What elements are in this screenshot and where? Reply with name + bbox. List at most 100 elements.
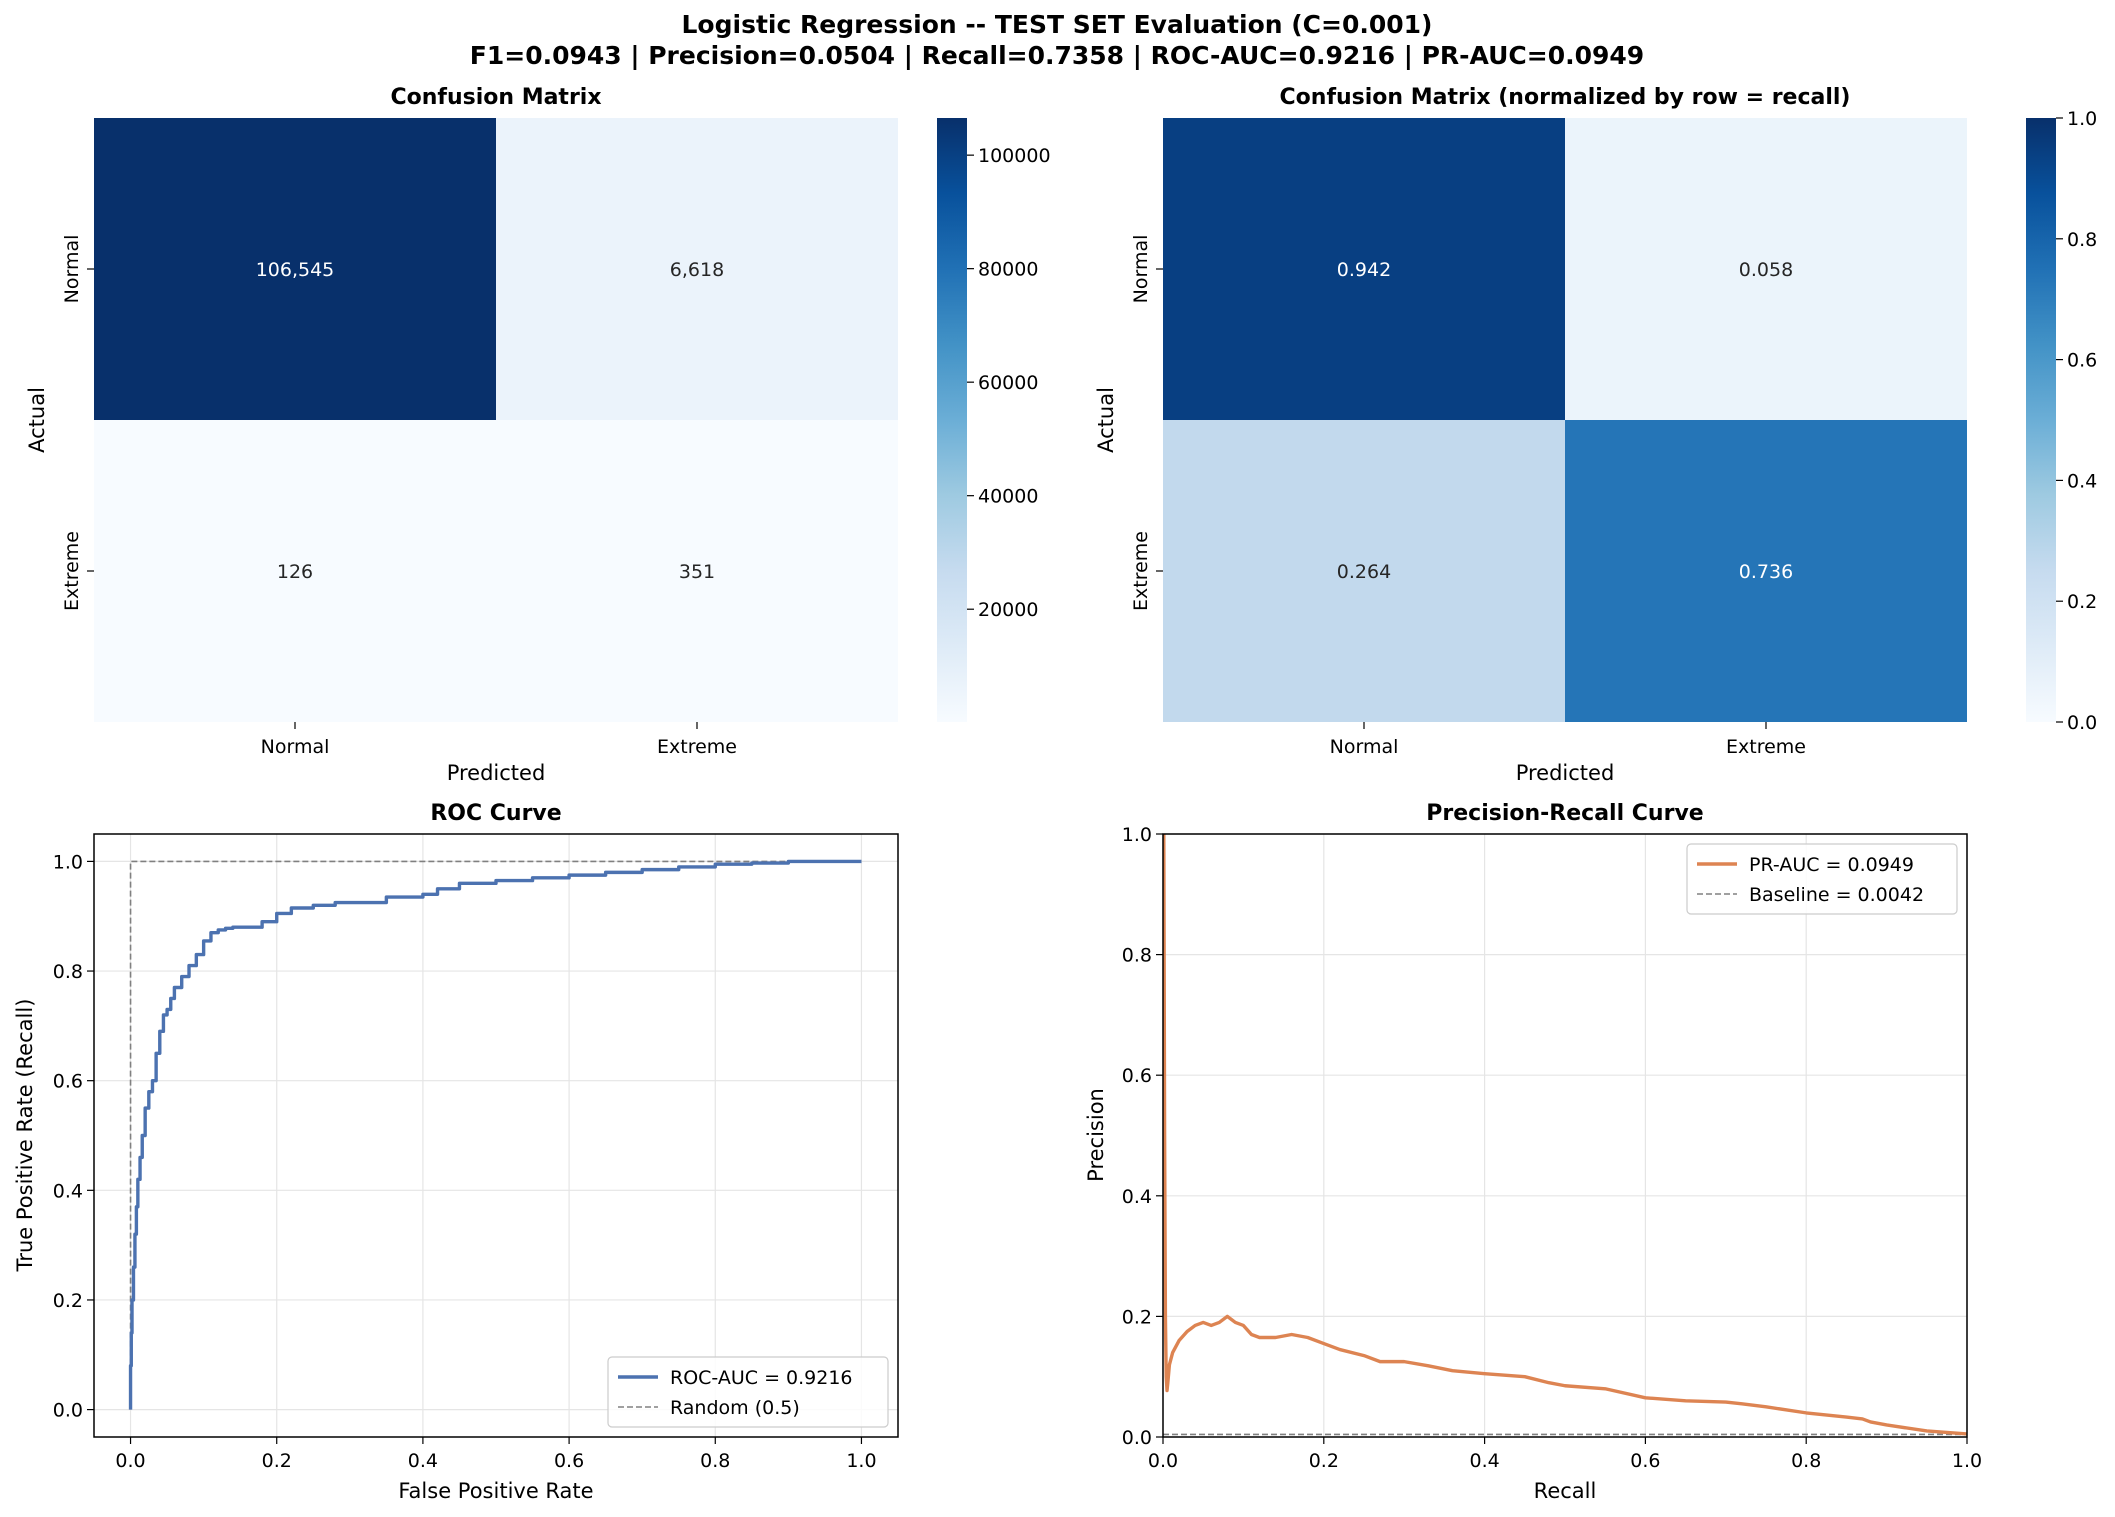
cm-title: Confusion Matrix: [390, 85, 601, 110]
pr-ytick-label: 0.4: [1122, 1186, 1152, 1208]
cm-cbar-tick-label: 40000: [978, 486, 1038, 508]
cm-cell-label-r1c1: 351: [679, 561, 715, 583]
roc-xtick-label: 0.6: [554, 1450, 584, 1472]
cm-xlabel: Predicted: [447, 761, 546, 785]
cmn-title: Confusion Matrix (normalized by row = re…: [1280, 85, 1851, 110]
roc-x-ticks: 0.0 0.2 0.4 0.6 0.8 1.0: [115, 1437, 877, 1472]
roc-series: [128, 859, 862, 1410]
cm-cbar-tick-label: 100000: [978, 145, 1051, 167]
normalized-confusion-matrix-panel: Confusion Matrix (normalized by row = re…: [1094, 85, 2097, 785]
pr-ytick-label: 0.6: [1122, 1065, 1152, 1087]
cm-xtick-label: Normal: [261, 736, 330, 758]
cm-cell-label-r1c0: 126: [277, 561, 313, 583]
roc-xtick-label: 1.0: [846, 1450, 876, 1472]
pr-series: [1163, 833, 1967, 1436]
roc-ytick-label: 0.8: [53, 961, 83, 983]
roc-ytick-label: 0.2: [53, 1290, 83, 1312]
pr-legend-label-baseline: Baseline = 0.0042: [1749, 884, 1924, 906]
roc-xlabel: False Positive Rate: [398, 1479, 593, 1503]
cm-cell-r1c0: [94, 420, 496, 722]
cm-cbar-tick-label: 80000: [978, 259, 1038, 281]
cmn-cbar-tick-label: 0.6: [2067, 350, 2097, 372]
cmn-x-ticks: Normal Extreme: [1330, 722, 1806, 758]
roc-panel: ROC Curve 0.0 0.2 0.4 0.6 0.8 1.0 0.0 0.2 0.4 0.…: [13, 801, 899, 1503]
cmn-cbar-tick-label: 1.0: [2067, 108, 2097, 130]
pr-ytick-label: 0.8: [1122, 945, 1152, 967]
pr-series-curve: [1163, 833, 1967, 1436]
cm-cbar-tick-label: 20000: [978, 599, 1038, 621]
pr-xtick-label: 0.2: [1309, 1450, 1339, 1472]
cmn-cell-label-r0c1: 0.058: [1739, 259, 1793, 281]
cmn-xlabel: Predicted: [1516, 761, 1615, 785]
cmn-cell-r0c0: [1163, 118, 1565, 420]
cmn-ytick-label: Extreme: [1130, 531, 1152, 611]
cmn-y-ticks: Normal Extreme: [1130, 235, 1163, 611]
cm-xtick-label: Extreme: [657, 736, 737, 758]
cmn-cell-r1c1: [1565, 420, 1967, 722]
roc-legend-label-curve: ROC-AUC = 0.9216: [670, 1367, 853, 1389]
roc-series-curve: [128, 859, 862, 1410]
pr-xtick-label: 1.0: [1952, 1450, 1982, 1472]
roc-ylabel: True Positive Rate (Recall): [13, 999, 37, 1273]
cm-cell-label-r0c0: 106,545: [256, 259, 335, 281]
pr-grid: [1162, 833, 1968, 1438]
roc-axes-frame: [93, 833, 899, 1438]
cmn-cbar-tick-label: 0.2: [2067, 591, 2097, 613]
confusion-matrix-panel: Confusion Matrix 106,545 6,618 126 351 Norm…: [25, 85, 1051, 785]
pr-xlabel: Recall: [1534, 1479, 1597, 1503]
roc-legend-label-random: Random (0.5): [670, 1397, 800, 1419]
cm-cell-label-r0c1: 6,618: [670, 259, 724, 281]
pr-panel: Precision-Recall Curve 0.0 0.2 0.4 0.6 0.8 1.…: [1084, 801, 1982, 1503]
roc-xtick-label: 0.0: [115, 1450, 145, 1472]
roc-ytick-label: 0.0: [53, 1400, 83, 1422]
roc-title: ROC Curve: [430, 801, 561, 826]
roc-grid: [94, 834, 898, 1437]
roc-ytick-label: 1.0: [53, 851, 83, 873]
roc-xtick-label: 0.4: [408, 1450, 438, 1472]
cmn-xtick-label: Extreme: [1726, 736, 1806, 758]
pr-ylabel: Precision: [1084, 1088, 1108, 1182]
cmn-ytick-label: Normal: [1130, 235, 1152, 304]
roc-series-reference: [129, 860, 862, 1410]
pr-legend-label-curve: PR-AUC = 0.0949: [1749, 854, 1914, 876]
cmn-cell-label-r1c1: 0.736: [1739, 561, 1793, 583]
pr-xtick-label: 0.8: [1791, 1450, 1821, 1472]
cm-cells: [94, 118, 898, 722]
cmn-cbar-tick-label: 0.4: [2067, 470, 2097, 492]
roc-xtick-label: 0.8: [700, 1450, 730, 1472]
pr-xtick-label: 0.0: [1148, 1450, 1178, 1472]
cm-annotations: 106,545 6,618 126 351: [256, 259, 724, 583]
cm-cell-r0c1: [496, 118, 898, 420]
pr-title: Precision-Recall Curve: [1426, 801, 1703, 826]
cm-x-ticks: Normal Extreme: [261, 722, 737, 758]
pr-xtick-label: 0.4: [1469, 1450, 1499, 1472]
suptitle-line2: F1=0.0943 | Precision=0.0504 | Recall=0.…: [470, 41, 1644, 70]
cmn-annotations: 0.942 0.058 0.264 0.736: [1337, 259, 1793, 583]
pr-legend: PR-AUC = 0.0949 Baseline = 0.0042: [1686, 843, 1958, 915]
pr-xtick-label: 0.6: [1630, 1450, 1660, 1472]
cm-cell-r1c1: [496, 420, 898, 722]
cmn-cell-r1c0: [1163, 420, 1565, 722]
cm-ylabel: Actual: [25, 387, 49, 453]
cmn-cell-label-r1c0: 0.264: [1337, 561, 1391, 583]
cm-colorbar: [937, 118, 967, 722]
roc-xtick-label: 0.2: [262, 1450, 292, 1472]
cmn-ylabel: Actual: [1094, 387, 1118, 453]
pr-x-ticks: 0.0 0.2 0.4 0.6 0.8 1.0: [1148, 1437, 1982, 1472]
cmn-xtick-label: Normal: [1330, 736, 1399, 758]
cm-cbar-tick-label: 60000: [978, 372, 1038, 394]
cmn-cells: [1163, 118, 1967, 722]
cmn-colorbar: [2026, 118, 2056, 722]
cmn-cbar-tick-label: 0.0: [2067, 712, 2097, 734]
cm-ytick-label: Extreme: [61, 531, 83, 611]
cmn-colorbar-ticks: 0.0 0.2 0.4 0.6 0.8 1.0: [2056, 108, 2097, 734]
cmn-cell-label-r0c0: 0.942: [1337, 259, 1391, 281]
pr-y-ticks: 0.0 0.2 0.4 0.6 0.8 1.0: [1122, 824, 1163, 1449]
roc-y-ticks: 0.0 0.2 0.4 0.6 0.8 1.0: [53, 851, 94, 1422]
pr-axes-frame: [1162, 833, 1968, 1438]
cm-y-ticks: Normal Extreme: [61, 235, 94, 611]
cm-ytick-label: Normal: [61, 235, 83, 304]
pr-ytick-label: 0.0: [1122, 1427, 1152, 1449]
pr-ytick-label: 0.2: [1122, 1306, 1152, 1328]
